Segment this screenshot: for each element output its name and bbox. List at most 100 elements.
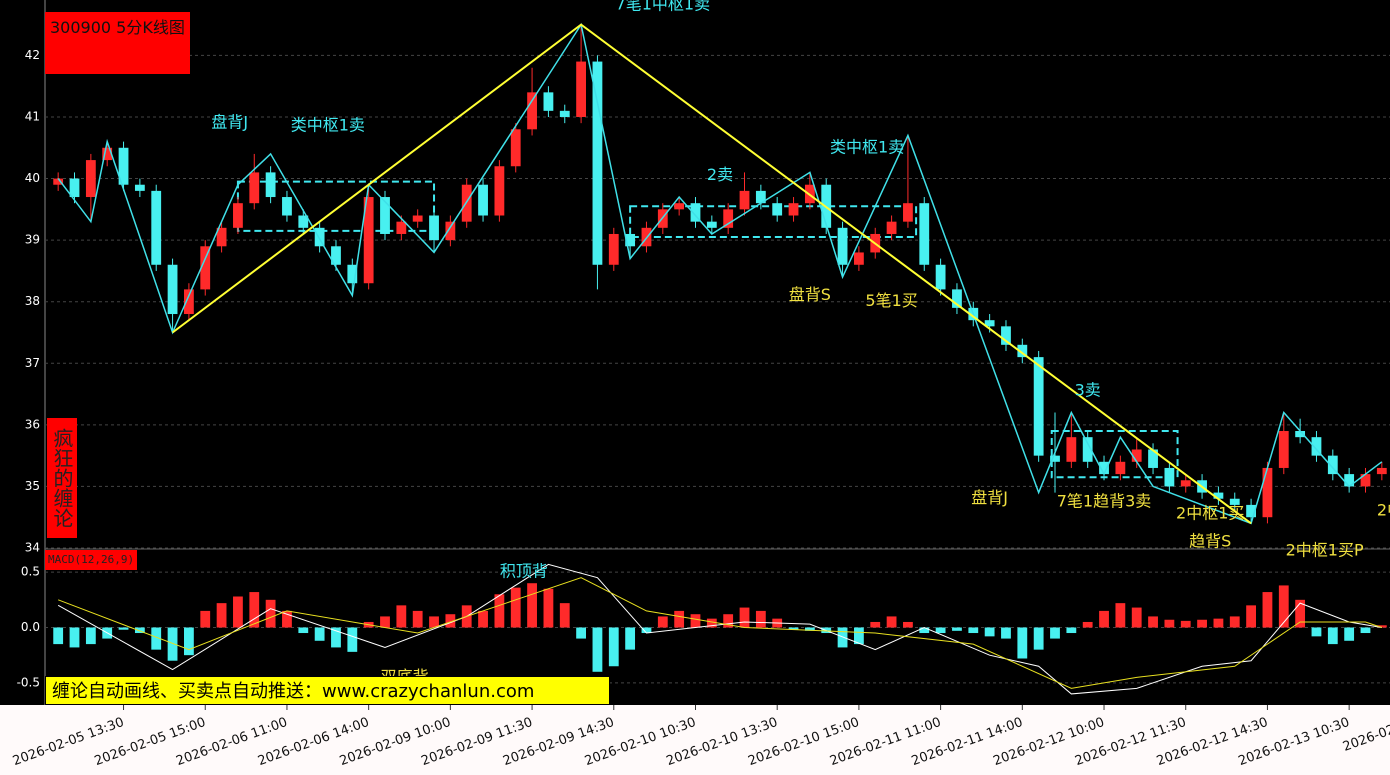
macd-bar — [53, 627, 64, 645]
candle-body — [314, 227, 325, 247]
macd-bar — [935, 627, 946, 634]
annotation: 5笔1买 — [865, 291, 917, 310]
candle-body — [772, 203, 783, 216]
macd-bar — [527, 583, 537, 628]
macd-bar — [1327, 627, 1338, 645]
macd-bar — [1131, 607, 1142, 628]
macd-bar — [1213, 618, 1224, 628]
macd-bar — [184, 627, 194, 656]
background — [0, 0, 1390, 705]
macd-bar — [216, 603, 227, 628]
macd-bar — [1180, 620, 1191, 628]
macd-bar — [870, 621, 881, 628]
macd-bar — [723, 614, 734, 628]
macd-bar — [1050, 627, 1060, 639]
macd-bar — [1164, 619, 1175, 628]
candle-body — [1278, 431, 1289, 468]
macd-bar — [854, 627, 864, 645]
macd-bar — [151, 627, 162, 650]
candle-body — [1246, 504, 1256, 518]
macd-bar — [1262, 592, 1273, 628]
candle-body — [788, 203, 799, 216]
annotation: 2中 — [1377, 501, 1390, 520]
candle-body — [429, 215, 439, 241]
macd-label: MACD(12,26,9) — [45, 550, 138, 570]
candle-body — [592, 61, 603, 265]
macd-bar — [331, 627, 341, 648]
macd-bar — [1148, 616, 1158, 628]
macd-bar — [1066, 627, 1077, 634]
macd-bar — [1344, 627, 1355, 641]
macd-bar — [625, 627, 636, 650]
candle-body — [543, 92, 554, 111]
macd-bar — [968, 627, 979, 634]
macd-bar — [592, 627, 603, 672]
candle-body — [984, 320, 995, 327]
candle-body — [1099, 461, 1109, 475]
macd-bar — [396, 605, 407, 628]
candle-body — [1033, 357, 1044, 456]
y-tick-label: 41 — [25, 109, 40, 123]
annotation: 2卖 — [707, 165, 733, 184]
candle-body — [559, 110, 570, 117]
macd-bar — [804, 627, 815, 631]
macd-bar — [919, 627, 930, 634]
macd-bar — [543, 588, 554, 628]
macd-bar — [1115, 603, 1126, 628]
side-label: 疯狂的缠论 — [47, 418, 77, 538]
macd-bar — [1295, 599, 1306, 628]
macd-bar — [837, 627, 848, 648]
annotation: 类中枢1卖 — [291, 116, 365, 135]
y-tick-label: 36 — [25, 417, 40, 431]
segment-line — [171, 23, 1252, 525]
candle-body — [755, 190, 766, 204]
candle-body — [1050, 455, 1060, 462]
macd-bar — [1001, 627, 1011, 639]
macd-bar — [559, 603, 570, 628]
candle-body — [69, 178, 80, 198]
candle-body — [380, 197, 390, 234]
macd-bar — [69, 627, 80, 648]
macd-tick-label: 0.0 — [21, 620, 40, 634]
candle-body — [1229, 498, 1240, 505]
macd-bar — [657, 616, 668, 628]
candle-body — [396, 221, 407, 234]
macd-bar — [265, 599, 276, 628]
annotation: 盘背J — [211, 113, 248, 132]
macd-bar — [1229, 616, 1240, 628]
macd-bar — [690, 614, 701, 628]
candle-body — [1131, 449, 1142, 462]
candle-body — [478, 184, 488, 216]
annotation: 3卖 — [1075, 380, 1101, 399]
candle-body — [1344, 474, 1355, 487]
y-tick-label: 38 — [25, 294, 40, 308]
candle-body — [1295, 431, 1306, 438]
macd-bar — [1278, 585, 1289, 628]
y-tick-label: 40 — [25, 171, 40, 185]
candle-body — [1327, 455, 1338, 475]
y-tick-label: 37 — [25, 356, 40, 370]
y-tick-label: 39 — [25, 233, 40, 247]
candle-body — [723, 209, 734, 228]
candle-body — [347, 264, 358, 284]
chart-title: 300900 5分K线图 — [45, 12, 190, 74]
candle-body — [102, 147, 113, 161]
candle-body — [1262, 467, 1273, 518]
macd-bar — [282, 610, 292, 628]
macd-bar — [118, 627, 129, 630]
y-tick-label: 34 — [25, 541, 40, 555]
annotation: 盘背S — [789, 285, 831, 304]
annotation: 7笔1中枢1卖 — [616, 0, 711, 13]
candle-body — [674, 203, 685, 210]
macd-bar — [952, 627, 962, 631]
candle-body — [363, 197, 374, 284]
y-tick-label: 42 — [25, 48, 40, 62]
candle-body — [625, 233, 636, 247]
annotation: 盘背J — [971, 488, 1008, 507]
macd-annotation: 积顶背 — [500, 562, 548, 581]
macd-bar — [445, 614, 456, 628]
macd-bar — [478, 610, 488, 628]
macd-bar — [903, 621, 913, 628]
candle-body — [1082, 437, 1093, 462]
